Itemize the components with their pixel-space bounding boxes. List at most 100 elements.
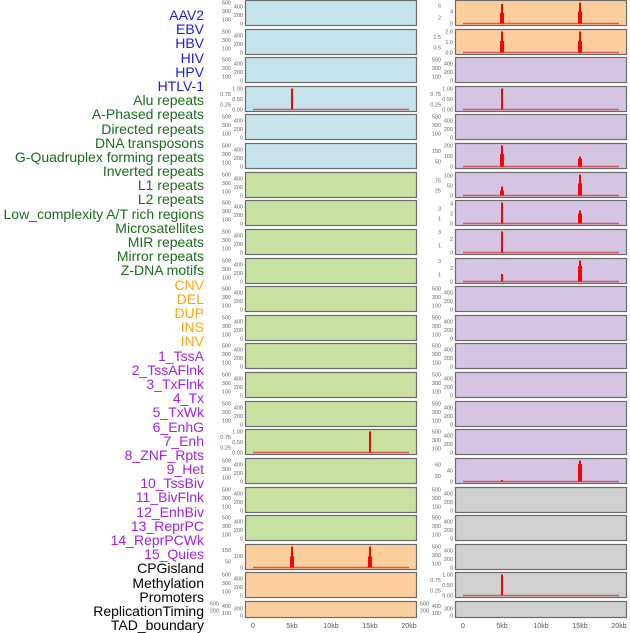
y-tick-label: 200 (234, 299, 243, 305)
panel-background (244, 113, 418, 141)
y-tick-label: 0.0 (445, 51, 453, 57)
panel-background (454, 28, 628, 56)
y-tick-label: 500 (222, 30, 231, 36)
y-tick-label: 2.0 (445, 30, 453, 36)
y-tick-label: 0.75 (220, 435, 231, 441)
y-tick-label: 200 (234, 42, 243, 48)
panel-background (454, 400, 628, 428)
panel-background (244, 142, 418, 170)
y-tick-label: 100 (222, 504, 231, 510)
feature-label: Alu repeats (133, 92, 204, 109)
y-tick-label: 400 (234, 291, 243, 297)
y-tick-label: 300 (432, 123, 441, 129)
feature-label: 3_TxFlnk (146, 375, 204, 392)
y-tick-label: 0 (450, 194, 453, 200)
y-tick-label: 100 (222, 475, 231, 481)
y-tick-label: 300 (432, 410, 441, 416)
panel-background (454, 457, 628, 485)
spike-bar (500, 13, 504, 24)
y-tick-label: 200 (234, 356, 243, 362)
y-tick-label: 100 (432, 418, 441, 424)
feature-label: 13_ReprPC (130, 517, 204, 534)
feature-label: 9_Het (166, 461, 204, 478)
y-tick-label: 500 (222, 573, 231, 579)
y-tick-label: 0 (240, 280, 243, 286)
y-tick-label: 200 (234, 585, 243, 591)
y-tick-label: 500 (222, 316, 231, 322)
y-tick-label: 100 (432, 303, 441, 309)
facet-panel: 0.0 0.5 1.0 1.5 2.0 (433, 28, 628, 57)
feature-label: 10_TssBiv (140, 475, 204, 492)
y-tick-label: 200 (444, 127, 453, 133)
facet-panel: 0 1 2 3 (438, 257, 628, 286)
y-tick-label: 500 (222, 344, 231, 350)
y-tick-label: 100 (432, 389, 441, 395)
spike-bar (290, 556, 294, 568)
facet-panel: 0 20 40 60 (435, 457, 628, 486)
y-tick-label: 200 (210, 609, 219, 615)
y-tick-label: 200 (234, 414, 243, 420)
y-tick-label: 200 (234, 271, 243, 277)
facet-panel: 0.000.250.500.751.00 (430, 85, 628, 114)
y-tick-label: 75 (435, 179, 441, 185)
y-tick-label: 1.5 (433, 35, 441, 41)
panel-background (244, 400, 418, 428)
feature-label: DUP (174, 304, 204, 321)
spike-bar (578, 464, 582, 482)
y-tick-label: 500 (432, 545, 441, 551)
feature-label: Z-DNA motifs (120, 262, 204, 279)
y-tick-label: 0 (240, 394, 243, 400)
y-tick-label: 0.50 (442, 583, 453, 589)
y-tick-label: 200 (444, 144, 453, 150)
y-tick-label: 300 (432, 438, 441, 444)
feature-label: Mirror repeats (116, 248, 204, 265)
y-tick-label: 400 (234, 492, 243, 498)
y-tick-label: 400 (444, 119, 453, 125)
y-tick-label: 300 (432, 524, 441, 530)
y-tick-label: 500 (432, 402, 441, 408)
y-tick-label: 300 (222, 66, 231, 72)
y-tick-label: 200 (444, 528, 453, 534)
panel-background (244, 486, 418, 514)
y-tick-label: 0.25 (430, 588, 441, 594)
spike-bar (578, 213, 582, 224)
y-tick-label: 0.50 (232, 440, 243, 446)
y-tick-label: 200 (234, 127, 243, 133)
y-tick-label: 200 (420, 609, 429, 615)
y-tick-label: 0.25 (220, 445, 231, 451)
feature-label: L1 repeats (137, 177, 204, 194)
y-tick-label: 400 (444, 549, 453, 555)
y-tick-label: 2 (450, 237, 453, 243)
y-tick-label: 500 (222, 115, 231, 121)
spike-peak (501, 274, 503, 282)
panel-background (244, 600, 418, 619)
y-tick-label: 100 (222, 74, 231, 80)
y-tick-label: 0 (450, 365, 453, 371)
feature-label: Inverted repeats (102, 163, 204, 180)
y-tick-label: 0 (450, 537, 453, 543)
x-tick-label: 15kb (362, 623, 377, 630)
y-tick-label: 200 (444, 70, 453, 76)
x-tick-label: 15kb (572, 623, 587, 630)
y-tick-label: 500 (432, 516, 441, 522)
y-tick-label: 100 (222, 217, 231, 223)
spike-bar (578, 158, 582, 167)
y-tick-label: 0 (450, 136, 453, 142)
y-tick-label: 0.00 (232, 451, 243, 457)
y-tick-label: 0.5 (433, 45, 441, 51)
y-tick-label: 400 (234, 234, 243, 240)
panel-background (454, 56, 628, 84)
y-tick-label: 200 (444, 500, 453, 506)
panel-background (454, 0, 628, 27)
y-tick-label: 0.75 (430, 92, 441, 98)
